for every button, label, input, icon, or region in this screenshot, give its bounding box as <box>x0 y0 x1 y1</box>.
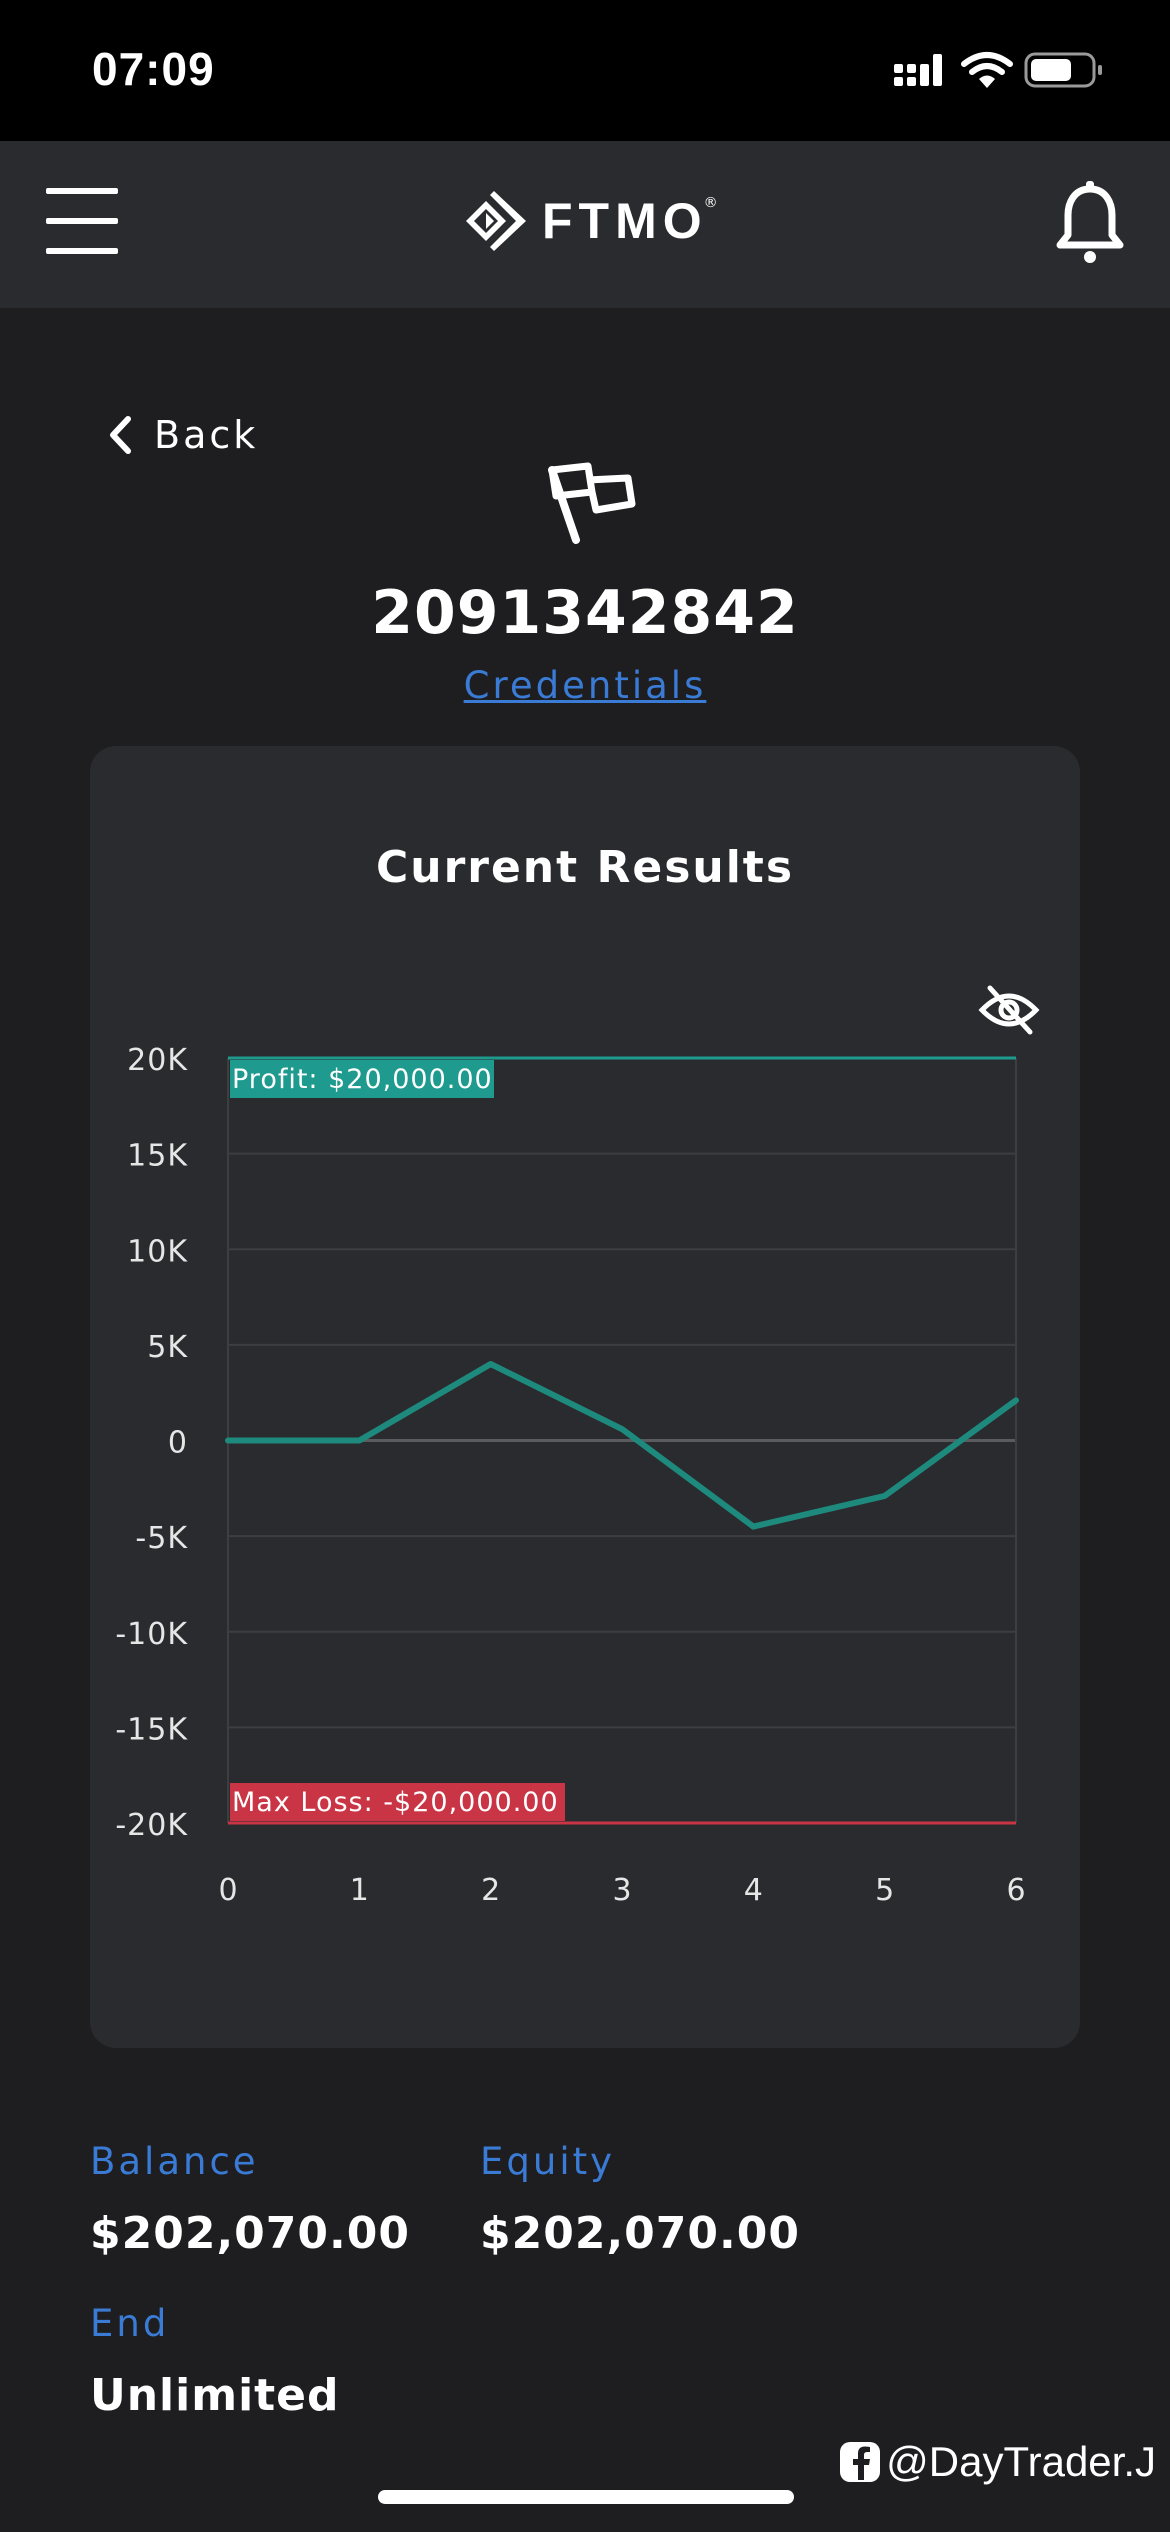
series-line <box>225 1361 1019 1530</box>
max-loss-label: Max Loss: -$20,000.00 <box>232 1787 559 1818</box>
profit-label: Profit: $20,000.00 <box>232 1064 493 1095</box>
y-tick-label: -10K <box>115 1617 188 1652</box>
results-chart: 20K 15K 10K 5K 0 -5K -10K -15K -20K 0 1 2 3 4 5 6 Profit… <box>115 1043 1025 1908</box>
flag-icon <box>546 462 642 546</box>
status-bar: 07:09 <box>0 0 1170 141</box>
equity-value: $202,070.00 <box>480 2208 800 2259</box>
logo-text: FTMO <box>542 193 708 249</box>
chevron-left-icon <box>110 416 131 454</box>
account-number: 2091342842 <box>371 578 799 648</box>
wifi-icon <box>961 52 1013 88</box>
x-tick-label: 1 <box>350 1873 369 1908</box>
app-header: FTMO ® <box>0 141 1170 308</box>
hamburger-menu-icon[interactable] <box>44 184 120 260</box>
x-tick-label: 6 <box>1006 1873 1025 1908</box>
logo-registered-mark: ® <box>703 195 718 211</box>
max-loss-label-box <box>230 1783 565 1821</box>
data-point <box>358 1439 361 1442</box>
data-point <box>883 1494 886 1497</box>
results-card: Current Results 20K 15K 10K 5K 0 -5K -10K -15K -… <box>90 746 1080 2048</box>
x-tick-label: 3 <box>612 1873 631 1908</box>
back-button[interactable]: Back <box>108 405 258 465</box>
watermark-text: @DayTrader.J <box>886 2438 1156 2485</box>
ftmo-logo[interactable]: FTMO ® <box>464 186 718 256</box>
data-point <box>752 1525 755 1528</box>
battery-icon <box>1024 52 1102 88</box>
data-point <box>1015 1399 1017 1402</box>
signal-icon <box>894 54 942 86</box>
balance-value: $202,070.00 <box>90 2208 410 2259</box>
x-tick-label: 0 <box>218 1873 237 1908</box>
status-time: 07:09 <box>92 43 215 95</box>
y-tick-label: 15K <box>127 1139 188 1174</box>
eye-off-icon[interactable] <box>978 984 1040 1036</box>
y-tick-label: 5K <box>147 1330 188 1365</box>
facebook-icon <box>840 2442 881 2482</box>
data-point <box>489 1363 492 1365</box>
credentials-link[interactable]: Credentials <box>463 664 707 707</box>
home-indicator[interactable] <box>378 2490 794 2504</box>
data-point <box>621 1428 623 1431</box>
y-tick-label: 10K <box>127 1234 188 1269</box>
data-point <box>227 1439 229 1442</box>
x-tick-label: 5 <box>875 1873 894 1908</box>
ftmo-logo-icon <box>466 191 526 251</box>
profit-label-box <box>230 1060 494 1098</box>
y-tick-label: -20K <box>115 1808 188 1843</box>
card-title: Current Results <box>375 842 795 893</box>
y-tick-label: -5K <box>135 1521 188 1556</box>
equity-label: Equity <box>480 2140 615 2183</box>
y-tick-label: 0 <box>168 1426 188 1461</box>
end-label: End <box>90 2302 170 2345</box>
status-icons <box>894 50 1114 100</box>
x-tick-label: 2 <box>481 1873 500 1908</box>
credentials-link-wrap: Credentials <box>0 664 1170 707</box>
y-tick-label: -15K <box>115 1712 188 1747</box>
watermark: @DayTrader.J <box>838 2438 1156 2486</box>
balance-label: Balance <box>90 2140 259 2183</box>
back-label: Back <box>154 413 259 457</box>
bell-icon[interactable] <box>1050 179 1130 269</box>
end-value: Unlimited <box>90 2370 340 2421</box>
x-tick-label: 4 <box>744 1873 763 1908</box>
y-tick-label: 20K <box>127 1043 188 1078</box>
